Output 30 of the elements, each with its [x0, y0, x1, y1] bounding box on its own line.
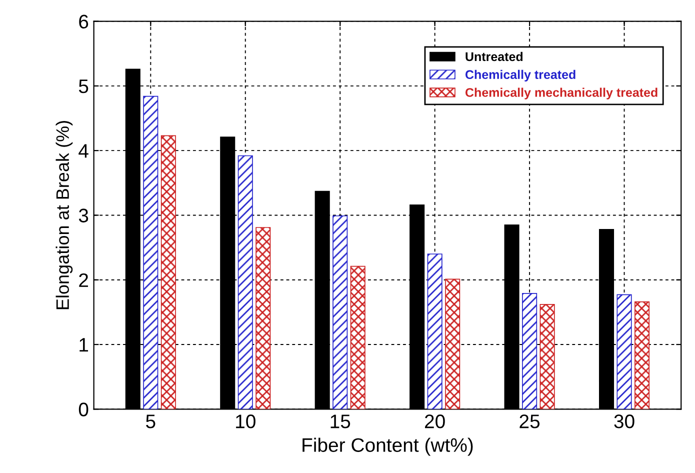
y-tick-label: 5	[78, 80, 88, 94]
bar	[238, 155, 253, 410]
y-tick-label: 0	[78, 402, 88, 416]
y-axis-title: Elongation at Break (%)	[56, 120, 73, 310]
x-tick-label: 30	[614, 414, 634, 428]
bar	[540, 304, 555, 410]
bar	[445, 278, 460, 410]
bar	[634, 301, 650, 410]
x-tick-label: 5	[146, 414, 156, 428]
bar	[143, 96, 158, 410]
bar	[427, 254, 442, 410]
x-tick-label: 25	[520, 414, 540, 428]
y-tick-label: 4	[78, 144, 88, 158]
legend-label: Chemically mechanically treated	[465, 88, 658, 100]
bar	[522, 293, 538, 410]
legend-label: Chemically treated	[465, 70, 576, 82]
bar	[332, 215, 348, 410]
x-tick-label: 10	[236, 414, 256, 428]
y-tick-label: 2	[79, 273, 88, 287]
bar	[256, 227, 271, 410]
bar	[616, 294, 632, 410]
bar	[160, 135, 176, 410]
x-tick-label: 15	[330, 414, 350, 428]
x-axis-title: Fiber Content (wt%)	[302, 438, 473, 456]
y-tick-label: 3	[78, 208, 88, 222]
y-tick-label: 6	[79, 14, 88, 29]
bar	[350, 266, 366, 410]
x-tick-label: 20	[424, 414, 445, 428]
y-tick-label: 1	[80, 338, 88, 352]
legend-label: Untreated	[466, 52, 522, 62]
